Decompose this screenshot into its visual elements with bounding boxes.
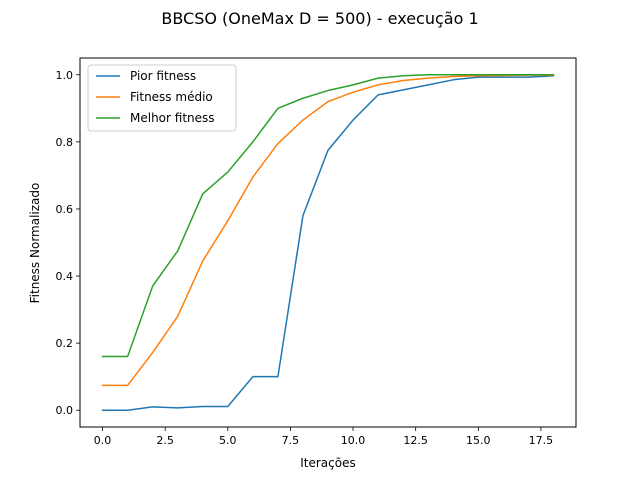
plot-area [101, 74, 555, 411]
y-tick-label: 0.8 [56, 136, 74, 149]
y-tick-label: 0.2 [56, 337, 74, 350]
series-line-1 [101, 74, 555, 411]
series-line-2 [101, 74, 555, 387]
x-tick-label: 17.5 [529, 434, 554, 447]
legend-label-2: Fitness médio [130, 90, 213, 104]
y-tick-label: 0.6 [56, 203, 74, 216]
legend: Pior fitness Fitness médio Melhor fitness [87, 64, 237, 132]
x-axis-label: Iterações [300, 456, 356, 470]
x-tick-label: 2.5 [156, 434, 174, 447]
y-axis-label: Fitness Normalizado [28, 183, 42, 304]
x-axis: 0.0 2.5 5.0 7.5 10.0 12.5 15.0 17.5 [94, 427, 553, 447]
x-tick-label: 0.0 [94, 434, 112, 447]
x-tick-label: 5.0 [219, 434, 237, 447]
x-tick-label: 10.0 [341, 434, 366, 447]
series-line-3 [101, 74, 555, 358]
x-tick-label: 15.0 [466, 434, 491, 447]
axes-frame [79, 57, 577, 428]
chart-title: BBCSO (OneMax D = 500) - execução 1 [161, 9, 478, 28]
y-tick-label: 0.0 [56, 404, 74, 417]
x-tick-label: 12.5 [403, 434, 428, 447]
y-axis: 0.0 0.2 0.4 0.6 0.8 1.0 [56, 69, 80, 417]
y-tick-label: 0.4 [56, 270, 74, 283]
x-tick-label: 7.5 [282, 434, 300, 447]
legend-box [87, 64, 237, 132]
y-tick-label: 1.0 [56, 69, 74, 82]
legend-label-1: Pior fitness [130, 69, 196, 83]
legend-label-3: Melhor fitness [130, 111, 215, 125]
